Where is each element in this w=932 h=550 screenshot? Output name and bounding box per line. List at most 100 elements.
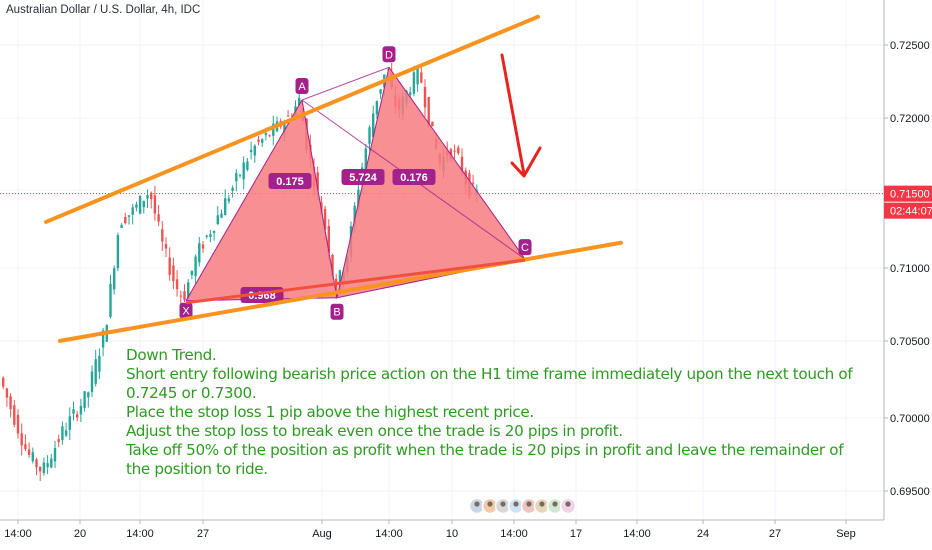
note-line: Adjust the stop loss to break even once … <box>126 422 623 440</box>
candle-body <box>246 161 249 170</box>
candle <box>68 407 71 441</box>
candle <box>423 79 427 117</box>
candle-body <box>150 192 153 200</box>
pattern-point-label: A <box>298 81 306 93</box>
candle <box>416 64 419 92</box>
candle-body <box>46 463 49 468</box>
candle-body <box>194 256 197 277</box>
price-tick-label: 0.70500 <box>890 336 930 348</box>
candle-body <box>138 195 142 214</box>
candle <box>27 442 31 458</box>
candle <box>286 110 290 117</box>
candle-body <box>72 409 75 414</box>
candle <box>39 466 42 482</box>
pattern-point-tag <box>295 78 309 95</box>
candle <box>79 398 83 423</box>
candle <box>194 254 197 284</box>
candle-body <box>201 244 205 249</box>
avatar-head <box>474 501 480 507</box>
note-line: Take off 50% of the position as profit w… <box>126 441 844 459</box>
candle-body <box>242 162 245 180</box>
candle-body <box>124 216 127 224</box>
candle-body <box>460 156 464 173</box>
pattern-point-tag <box>518 239 532 256</box>
time-tick-label: 27 <box>197 528 209 540</box>
pattern-point-a: A <box>295 78 309 95</box>
candle-body <box>471 182 475 184</box>
candle <box>87 391 90 408</box>
candle <box>35 457 38 476</box>
avatar-head <box>487 501 493 507</box>
pattern-leg <box>388 67 526 260</box>
candle-body <box>368 127 371 144</box>
candle-body <box>364 148 367 173</box>
candle-body <box>168 257 171 275</box>
pattern-point-b: B <box>330 303 344 320</box>
trend-channel[interactable] <box>44 14 623 343</box>
candle-body <box>198 243 201 263</box>
candle <box>64 422 68 437</box>
candle-body <box>227 198 231 202</box>
candle <box>153 185 157 221</box>
candle-body <box>57 439 60 443</box>
candle-body <box>53 448 57 462</box>
candle-body <box>179 295 182 297</box>
candle-body <box>235 173 238 182</box>
price-tick-label: 0.72000 <box>890 113 930 125</box>
candle <box>183 284 186 302</box>
candle-body <box>190 270 194 276</box>
candle <box>261 138 264 147</box>
avatars-icon[interactable] <box>468 497 577 515</box>
candle <box>175 270 179 297</box>
avatar <box>494 497 512 515</box>
pattern-ratio-label: 0.176 <box>400 172 428 184</box>
candle-body <box>161 229 164 242</box>
price-axis[interactable]: 0.72500 0.72000 0.71500 0.71000 0.70500 0.700… <box>883 0 932 550</box>
candle-body <box>357 189 360 210</box>
candle <box>146 189 149 209</box>
time-axis[interactable]: 14:00 20 14:00 27 Aug 14:00 10 14:00 17 14:00 24 27… <box>0 519 932 550</box>
candle <box>5 387 9 407</box>
candle-body <box>412 72 416 94</box>
pattern-point-label: C <box>521 242 529 254</box>
candle-body <box>187 282 190 300</box>
candle-body <box>261 139 264 143</box>
candle-body <box>13 405 16 425</box>
channel-lower-line <box>58 240 623 343</box>
candle-body <box>212 231 216 233</box>
candle-body <box>253 145 256 156</box>
candle-body <box>431 121 434 127</box>
candle-body <box>98 355 101 372</box>
candle <box>24 434 27 451</box>
candle <box>272 115 275 146</box>
time-tick-label: Sep <box>836 528 856 540</box>
candle-body <box>327 225 330 253</box>
candle-body <box>24 444 27 450</box>
candle-body <box>298 97 301 106</box>
time-tick-label: Aug <box>312 528 332 540</box>
candle-body <box>2 377 5 387</box>
candle <box>457 145 460 155</box>
candle-body <box>101 330 105 348</box>
pattern-point-x: X <box>179 302 193 319</box>
arrow-shaft <box>500 53 526 176</box>
candle <box>205 234 208 239</box>
note-line: 0.7245 or 0.7300. <box>126 384 257 402</box>
note-line: the position to ride. <box>126 460 268 478</box>
time-tick-label: 14:00 <box>126 528 154 540</box>
countdown-label: 02:44:07 <box>890 206 932 218</box>
candle <box>164 237 168 258</box>
candle <box>2 376 5 390</box>
candle <box>412 65 416 97</box>
time-tick-label: 14:00 <box>4 528 32 540</box>
pattern-point-label: B <box>333 307 340 319</box>
pattern-ratio-tag <box>268 173 312 189</box>
candle <box>257 135 260 146</box>
candle <box>368 125 371 152</box>
candle-body <box>68 416 71 430</box>
candle <box>9 393 12 418</box>
candle <box>375 100 379 119</box>
